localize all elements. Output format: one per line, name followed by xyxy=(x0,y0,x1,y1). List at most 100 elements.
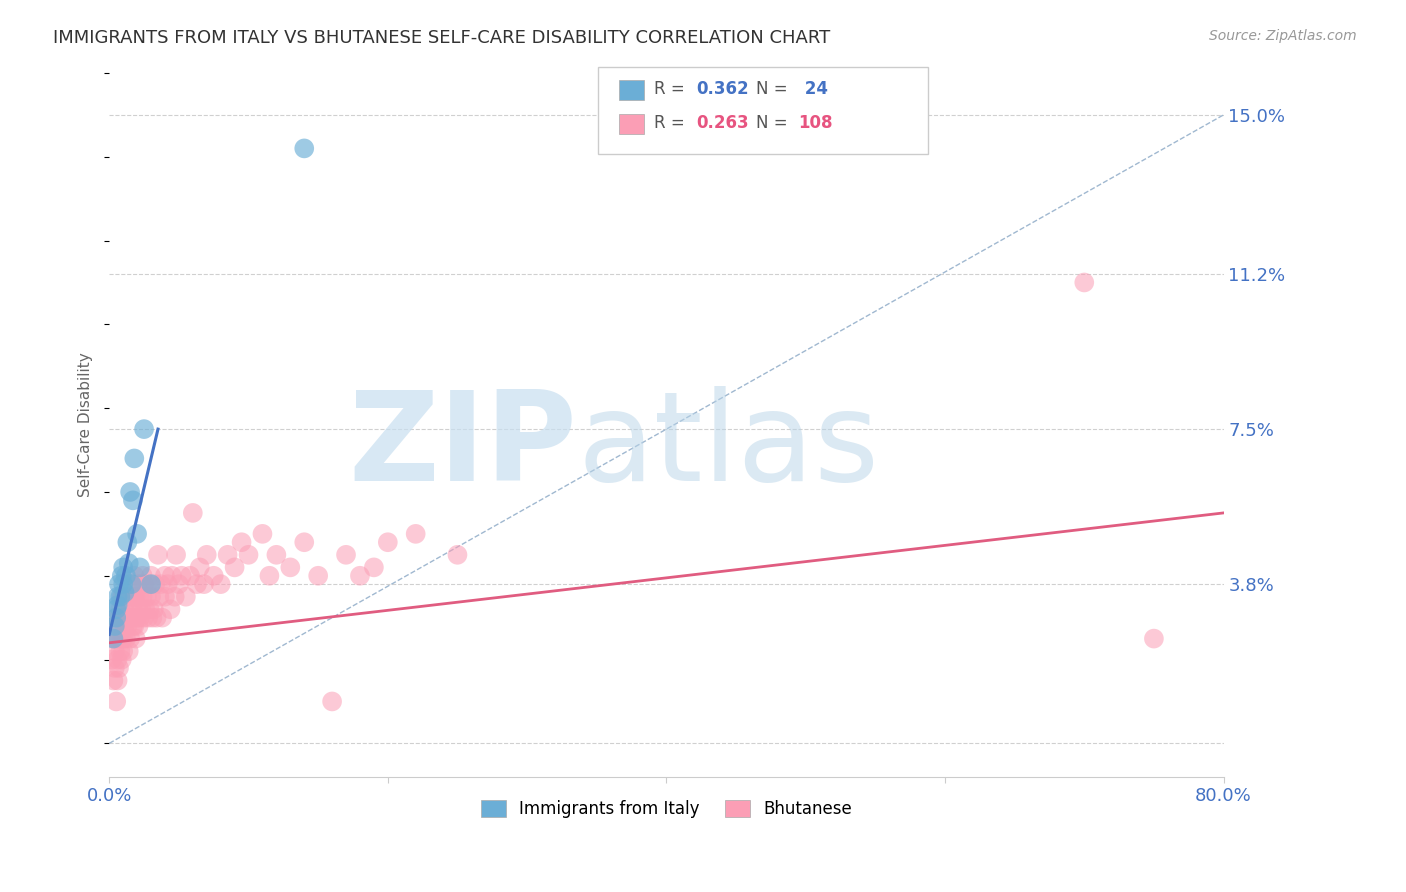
Point xyxy=(125,590,148,604)
Point xyxy=(266,548,288,562)
Point xyxy=(405,526,427,541)
Point xyxy=(146,548,169,562)
Point xyxy=(209,577,232,591)
Point xyxy=(1073,276,1095,290)
Point xyxy=(193,577,215,591)
Point xyxy=(128,610,150,624)
Point xyxy=(446,548,468,562)
Point xyxy=(107,652,129,666)
Point xyxy=(108,661,131,675)
Point xyxy=(127,577,149,591)
Point xyxy=(278,560,301,574)
Point xyxy=(104,661,127,675)
Point xyxy=(107,619,129,633)
Point xyxy=(124,590,146,604)
Point xyxy=(112,590,135,604)
Point xyxy=(139,590,162,604)
Text: R =: R = xyxy=(654,80,690,98)
Point xyxy=(105,610,128,624)
Point xyxy=(104,644,127,658)
Point xyxy=(141,610,163,624)
Point xyxy=(131,590,153,604)
Point xyxy=(112,610,135,624)
Point xyxy=(111,590,134,604)
Point xyxy=(121,610,143,624)
Point xyxy=(110,644,132,658)
Point xyxy=(120,577,142,591)
Point xyxy=(159,602,181,616)
Point xyxy=(292,141,315,155)
Point xyxy=(377,535,399,549)
Point xyxy=(105,610,128,624)
Point xyxy=(122,602,145,616)
Point xyxy=(118,644,141,658)
Text: R =: R = xyxy=(654,114,690,132)
Text: 0.362: 0.362 xyxy=(696,80,748,98)
Point xyxy=(349,568,371,582)
Point xyxy=(108,632,131,646)
Point xyxy=(101,652,124,666)
Point xyxy=(139,577,162,591)
Text: 108: 108 xyxy=(799,114,834,132)
Point xyxy=(128,560,150,574)
Point xyxy=(118,556,141,570)
Point xyxy=(136,577,159,591)
Point xyxy=(112,577,135,591)
Point xyxy=(120,632,142,646)
Point xyxy=(224,560,246,574)
Point xyxy=(153,568,176,582)
Point xyxy=(231,535,253,549)
Point xyxy=(103,632,125,646)
Point xyxy=(124,619,146,633)
Point xyxy=(188,560,211,574)
Point xyxy=(118,610,141,624)
Point xyxy=(111,652,134,666)
Point xyxy=(124,451,146,466)
Point xyxy=(107,590,129,604)
Text: N =: N = xyxy=(756,80,793,98)
Text: ZIP: ZIP xyxy=(349,385,578,507)
Point xyxy=(128,602,150,616)
Point xyxy=(114,619,136,633)
Point xyxy=(117,590,139,604)
Point xyxy=(132,610,155,624)
Point xyxy=(110,590,132,604)
Text: Source: ZipAtlas.com: Source: ZipAtlas.com xyxy=(1209,29,1357,43)
Point xyxy=(170,568,193,582)
Point xyxy=(112,632,135,646)
Text: atlas: atlas xyxy=(578,385,879,507)
Point xyxy=(117,535,139,549)
Point xyxy=(132,422,155,436)
Point xyxy=(138,602,160,616)
Point xyxy=(153,590,176,604)
Point xyxy=(149,577,172,591)
Point xyxy=(107,673,129,688)
Point xyxy=(142,602,165,616)
Point xyxy=(107,598,129,612)
Point xyxy=(112,560,135,574)
Point xyxy=(165,548,187,562)
Point xyxy=(186,577,208,591)
Point xyxy=(129,602,152,616)
Point xyxy=(127,610,149,624)
Point xyxy=(150,610,173,624)
Point xyxy=(202,568,225,582)
Point xyxy=(105,602,128,616)
Point xyxy=(134,602,156,616)
Point xyxy=(321,694,343,708)
Point xyxy=(136,610,159,624)
Point xyxy=(124,568,146,582)
Legend: Immigrants from Italy, Bhutanese: Immigrants from Italy, Bhutanese xyxy=(474,793,859,825)
Point xyxy=(131,568,153,582)
Point xyxy=(335,548,357,562)
Point xyxy=(238,548,260,562)
Point xyxy=(105,632,128,646)
Point xyxy=(363,560,385,574)
Point xyxy=(148,590,170,604)
Point xyxy=(115,568,138,582)
Point xyxy=(1143,632,1166,646)
Point xyxy=(252,526,274,541)
Y-axis label: Self-Care Disability: Self-Care Disability xyxy=(79,352,93,498)
Point xyxy=(160,568,183,582)
Point xyxy=(111,632,134,646)
